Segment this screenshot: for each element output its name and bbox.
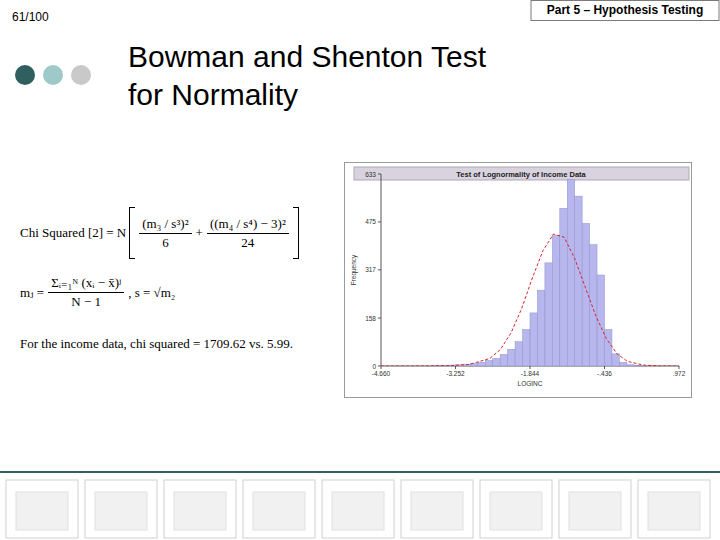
- plot-area: [381, 179, 679, 366]
- formula-chi: Chi Squared [2] = N (m₃ / s³)²6 +((m₄ / s⁴…: [20, 207, 299, 259]
- header-box: [531, 1, 719, 21]
- y-tick-label: 158: [365, 315, 376, 322]
- strip-line: [0, 471, 720, 473]
- x-tick-label: .972: [673, 370, 686, 377]
- fraction-den: 24: [241, 234, 254, 251]
- thumbnail: [480, 480, 552, 538]
- x-tick: [381, 366, 382, 369]
- histogram-bar: [478, 362, 485, 366]
- histogram-bar: [545, 263, 552, 366]
- histogram-bar: [567, 179, 574, 366]
- thumbnail: [85, 480, 157, 538]
- dot: [43, 65, 63, 85]
- header: Part 5 – Hypothesis Testing: [531, 3, 719, 17]
- fraction: (m₃ / s³)²6: [139, 216, 191, 251]
- thumbnail-content: [569, 492, 621, 530]
- plus: +: [196, 225, 203, 241]
- x-axis-label: LOGINC: [518, 380, 543, 387]
- histogram-bar: [552, 236, 559, 366]
- histogram-bar: [485, 361, 492, 366]
- title: Bowman and Shenton Test for Normality: [128, 38, 528, 114]
- thumbnail-content: [648, 492, 700, 530]
- fraction-den: N − 1: [71, 293, 101, 310]
- y-tick-label: 317: [365, 266, 376, 273]
- fraction-num: ((m₄ / s⁴) − 3)²: [207, 216, 289, 234]
- fraction: ((m₄ / s⁴) − 3)²24: [207, 216, 289, 251]
- fitted-curve: [381, 234, 679, 366]
- fraction-den: 6: [162, 234, 169, 251]
- thumbnail-content: [174, 492, 226, 530]
- histogram-bar: [515, 342, 522, 366]
- histogram-bar: [530, 313, 537, 366]
- histogram-bar: [560, 208, 567, 366]
- x-tick: [679, 366, 680, 369]
- formula-moment: mⱼ =Σᵢ₌₁ᴺ (xᵢ − x̄)ʲN − 1, s = √m₂: [20, 275, 175, 310]
- dot: [71, 65, 91, 85]
- fraction: Σᵢ₌₁ᴺ (xᵢ − x̄)ʲN − 1: [48, 275, 124, 310]
- histogram-bar: [523, 330, 530, 366]
- dot: [15, 65, 35, 85]
- bracket: [129, 207, 135, 259]
- moment-tail: , s = √m₂: [128, 285, 175, 301]
- thumbnail: [164, 480, 236, 538]
- chart-frame: [345, 163, 692, 398]
- thumbnail: [6, 480, 78, 538]
- thumbnail-content: [16, 492, 68, 530]
- fraction-num: (m₃ / s³)²: [139, 216, 191, 234]
- y-tick: [378, 221, 381, 222]
- y-tick-label: 633: [365, 171, 376, 178]
- histogram-bar: [582, 223, 589, 366]
- histogram-bar: [500, 354, 507, 366]
- thumbnail: [401, 480, 473, 538]
- thumbnail: [559, 480, 631, 538]
- thumbnail-content: [332, 492, 384, 530]
- histogram-bar: [590, 245, 597, 366]
- thumbnail-content: [253, 492, 305, 530]
- thumbnail: [243, 480, 315, 538]
- formula-lhs: Chi Squared [2] = N: [20, 225, 126, 241]
- x-tick-label: -1.844: [521, 370, 540, 377]
- thumbnail: [322, 480, 394, 538]
- slide: 61/100 Part 5 – Hypothesis Testing Bowman …: [0, 0, 720, 540]
- histogram-bar: [493, 358, 500, 366]
- histogram-bar: [612, 354, 619, 366]
- x-tick: [604, 366, 605, 369]
- histogram-bar: [508, 349, 515, 366]
- conclusion: For the income data, chi squared = 1709.…: [20, 336, 293, 352]
- x-tick-label: -.436: [597, 370, 612, 377]
- x-tick: [530, 366, 531, 369]
- y-tick-label: 0: [372, 363, 376, 370]
- thumbnail-content: [95, 492, 147, 530]
- page-number: 61/100: [12, 10, 49, 24]
- title-band: [354, 167, 689, 180]
- y-tick: [378, 318, 381, 319]
- y-axis-label: Frequency: [350, 254, 358, 285]
- x-tick-label: -4.660: [372, 370, 391, 377]
- thumbnail-content: [490, 492, 542, 530]
- histogram-bar: [619, 362, 626, 366]
- chart-title: Test of Lognormality of Income Data: [456, 170, 586, 179]
- histogram-bar: [575, 196, 582, 366]
- chart: Test of Lognormality of Income Data 0 158 3…: [344, 162, 692, 398]
- y-tick: [378, 174, 381, 175]
- moment-lhs: mⱼ =: [20, 285, 44, 301]
- histogram-bar: [537, 290, 544, 366]
- bracket: [293, 207, 299, 259]
- histogram-bar: [627, 365, 634, 366]
- histogram-bar: [605, 330, 612, 366]
- thumbnail-content: [411, 492, 463, 530]
- thumbnail: [638, 480, 710, 538]
- x-tick: [455, 366, 456, 369]
- histogram-bar: [634, 365, 641, 366]
- fraction-num: Σᵢ₌₁ᴺ (xᵢ − x̄)ʲ: [48, 275, 124, 293]
- x-tick-label: -3.252: [446, 370, 465, 377]
- y-tick: [378, 269, 381, 270]
- y-tick-label: 475: [365, 218, 376, 225]
